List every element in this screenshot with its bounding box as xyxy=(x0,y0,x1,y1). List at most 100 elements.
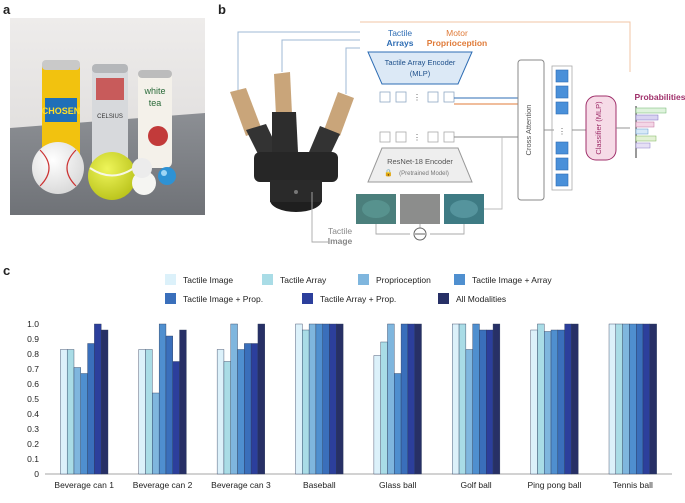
classifier-label: Classifier (MLP) xyxy=(594,101,603,155)
bar-1-6 xyxy=(180,330,187,474)
bar-7-6 xyxy=(650,324,657,474)
bar-4-5 xyxy=(408,324,415,474)
bar-3-0 xyxy=(296,324,303,474)
resnet-encoder-title: ResNet-18 Encoder xyxy=(387,157,453,166)
svg-text:⋮: ⋮ xyxy=(558,127,566,136)
bar-0-5 xyxy=(94,324,101,474)
label-tactile-arrays-1: Tactile xyxy=(388,28,412,38)
bar-5-2 xyxy=(466,350,473,475)
bar-7-4 xyxy=(636,324,643,474)
bar-7-3 xyxy=(629,324,636,474)
bar-1-3 xyxy=(159,324,166,474)
label-tactile-arrays-2: Arrays xyxy=(387,38,414,48)
bar-5-0 xyxy=(452,324,459,474)
model-architecture-diagram: Tactile Arrays Motor Proprioception Tact… xyxy=(210,12,685,252)
label-motor-2: Proprioception xyxy=(427,38,487,48)
y-tick-label: 0.4 xyxy=(27,409,39,419)
svg-text:⋮: ⋮ xyxy=(413,93,421,102)
cross-attention-label: Cross Attention xyxy=(524,105,533,156)
bar-4-6 xyxy=(415,324,422,474)
bar-1-0 xyxy=(139,350,146,475)
embedding-tokens: ⋮ xyxy=(556,70,568,186)
legend-label-3: Tactile Image + Array xyxy=(472,275,552,285)
bar-0-1 xyxy=(67,350,74,475)
x-tick-label: Beverage can 1 xyxy=(54,480,114,490)
y-tick-label: 0.3 xyxy=(27,424,39,434)
x-tick-label: Glass ball xyxy=(379,480,416,490)
bar-2-4 xyxy=(244,344,251,475)
tactile-array-encoder-title: Tactile Array Encoder xyxy=(385,58,456,67)
bar-4-3 xyxy=(394,374,401,475)
bar-6-3 xyxy=(551,330,558,474)
tactile-image-2 xyxy=(400,194,440,224)
bar-6-1 xyxy=(537,324,544,474)
bar-4-1 xyxy=(381,342,388,474)
y-tick-label: 0 xyxy=(34,469,39,479)
objects-photo: CHOSEN CELSIUS white tea xyxy=(10,18,205,215)
bar-0-2 xyxy=(74,368,81,475)
x-tick-label: Beverage can 2 xyxy=(133,480,193,490)
legend-label-1: Tactile Array xyxy=(280,275,327,285)
bar-0-0 xyxy=(60,350,67,475)
legend-label-5: Tactile Array + Prop. xyxy=(320,294,396,304)
bar-5-6 xyxy=(493,324,500,474)
bar-2-3 xyxy=(238,350,245,475)
bar-1-4 xyxy=(166,336,173,474)
x-tick-label: Baseball xyxy=(303,480,336,490)
legend-swatch-0 xyxy=(165,274,176,285)
bar-2-5 xyxy=(251,344,258,475)
y-tick-label: 0.7 xyxy=(27,364,39,374)
bar-6-6 xyxy=(571,324,578,474)
bar-5-1 xyxy=(459,324,466,474)
y-tick-label: 0.8 xyxy=(27,349,39,359)
legend-swatch-6 xyxy=(438,293,449,304)
bar-3-3 xyxy=(316,324,323,474)
bar-6-4 xyxy=(558,330,565,474)
legend-label-6: All Modalities xyxy=(456,294,506,304)
legend-label-2: Proprioception xyxy=(376,275,431,285)
bar-0-3 xyxy=(81,374,88,475)
bar-5-4 xyxy=(479,330,486,474)
y-tick-label: 0.9 xyxy=(27,334,39,344)
bar-7-5 xyxy=(643,324,650,474)
y-tick-label: 0.2 xyxy=(27,439,39,449)
can3-line2: tea xyxy=(149,98,162,108)
x-tick-label: Tennis ball xyxy=(613,480,653,490)
accuracy-bar-chart: Tactile Image Tactile Array Proprioception… xyxy=(0,262,685,498)
bar-6-0 xyxy=(531,330,538,474)
bar-5-5 xyxy=(486,330,493,474)
robot-hand-illustration xyxy=(230,72,354,212)
glass-ball xyxy=(158,167,176,185)
x-tick-label: Beverage can 3 xyxy=(211,480,271,490)
bar-1-1 xyxy=(146,350,153,475)
panel-letter-a: a xyxy=(3,2,10,17)
bar-0-4 xyxy=(88,344,95,475)
bar-2-0 xyxy=(217,350,224,475)
bar-2-2 xyxy=(231,324,238,474)
beverage-can-3: white tea xyxy=(138,70,172,168)
x-tick-label: Ping pong ball xyxy=(527,480,581,490)
x-tick-label: Golf ball xyxy=(460,480,491,490)
tactile-array-encoder-subtitle: (MLP) xyxy=(410,69,431,78)
baseball xyxy=(32,142,84,194)
y-tick-label: 0.5 xyxy=(27,394,39,404)
bar-3-1 xyxy=(302,330,309,474)
legend-swatch-5 xyxy=(302,293,313,304)
resnet-encoder-subtitle: (Pretrained Model) xyxy=(399,171,449,177)
legend-swatch-3 xyxy=(454,274,465,285)
lock-icon: 🔒 xyxy=(384,169,393,177)
bar-6-2 xyxy=(544,332,551,475)
can3-line1: white xyxy=(143,86,165,96)
bar-7-0 xyxy=(609,324,616,474)
bar-4-0 xyxy=(374,356,381,475)
bar-2-6 xyxy=(258,324,265,474)
y-tick-label: 0.6 xyxy=(27,379,39,389)
golf-ball xyxy=(132,158,152,178)
label-tactile-image-1: Tactile xyxy=(328,226,352,236)
bar-3-6 xyxy=(336,324,343,474)
legend-label-4: Tactile Image + Prop. xyxy=(183,294,263,304)
bar-4-2 xyxy=(387,324,394,474)
svg-text:⋮: ⋮ xyxy=(413,133,421,142)
y-tick-label: 0.1 xyxy=(27,454,39,464)
can2-brand: CELSIUS xyxy=(97,114,123,120)
